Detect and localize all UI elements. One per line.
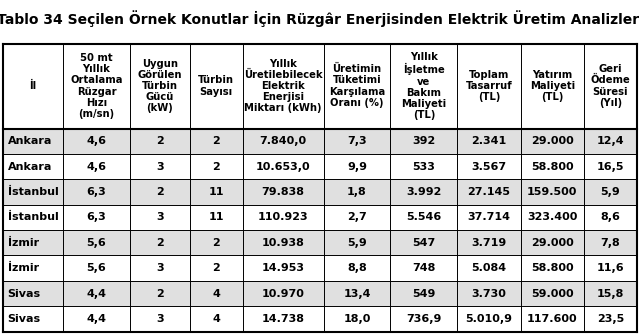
Text: Geri
Ödeme
Süresi
(Yıl): Geri Ödeme Süresi (Yıl) <box>591 64 630 108</box>
Bar <box>3 256 637 281</box>
Text: 2: 2 <box>212 136 220 146</box>
Text: 2: 2 <box>212 238 220 248</box>
Text: 5,9: 5,9 <box>600 187 620 197</box>
Text: 1,8: 1,8 <box>347 187 367 197</box>
Text: 14.738: 14.738 <box>262 314 305 324</box>
Text: 79.838: 79.838 <box>262 187 305 197</box>
Text: 2: 2 <box>212 161 220 172</box>
Text: 7,8: 7,8 <box>600 238 620 248</box>
Text: 5.010,9: 5.010,9 <box>465 314 513 324</box>
Text: 2: 2 <box>212 263 220 273</box>
Text: 58.800: 58.800 <box>531 263 573 273</box>
Text: 8,6: 8,6 <box>600 212 620 222</box>
Text: 6,3: 6,3 <box>86 212 106 222</box>
Text: 5.546: 5.546 <box>406 212 442 222</box>
Text: 29.000: 29.000 <box>531 136 573 146</box>
Text: 533: 533 <box>412 161 435 172</box>
Text: 4: 4 <box>212 314 220 324</box>
Bar <box>3 205 637 230</box>
Bar <box>3 179 637 205</box>
Bar <box>3 306 637 332</box>
Text: 110.923: 110.923 <box>258 212 308 222</box>
Text: 5,9: 5,9 <box>347 238 367 248</box>
Text: Yıllık
İşletme
ve
Bakım
Maliyeti
(TL): Yıllık İşletme ve Bakım Maliyeti (TL) <box>401 52 447 120</box>
Text: 547: 547 <box>412 238 435 248</box>
Text: Toplam
Tasarruf
(TL): Toplam Tasarruf (TL) <box>465 70 513 102</box>
Text: 736,9: 736,9 <box>406 314 442 324</box>
Text: 10.938: 10.938 <box>262 238 305 248</box>
Text: 8,8: 8,8 <box>347 263 367 273</box>
Text: 7,3: 7,3 <box>347 136 367 146</box>
Text: 392: 392 <box>412 136 435 146</box>
Text: İstanbul: İstanbul <box>8 187 58 197</box>
Text: 3: 3 <box>156 212 164 222</box>
Bar <box>3 230 637 256</box>
Text: 11: 11 <box>209 187 224 197</box>
Text: Yıllık
Üretilebilecek
Elektrik
Enerjisi
Miktarı (kWh): Yıllık Üretilebilecek Elektrik Enerjisi … <box>244 59 323 114</box>
Text: Sivas: Sivas <box>8 314 41 324</box>
Text: 9,9: 9,9 <box>347 161 367 172</box>
Text: 3: 3 <box>156 161 164 172</box>
Text: 10.653,0: 10.653,0 <box>256 161 310 172</box>
Text: 11: 11 <box>209 212 224 222</box>
Text: 16,5: 16,5 <box>596 161 624 172</box>
Text: 748: 748 <box>412 263 436 273</box>
Text: 12,4: 12,4 <box>596 136 624 146</box>
Text: 18,0: 18,0 <box>343 314 371 324</box>
Text: 11,6: 11,6 <box>596 263 624 273</box>
Bar <box>3 154 637 179</box>
Text: 23,5: 23,5 <box>596 314 624 324</box>
Text: 117.600: 117.600 <box>527 314 578 324</box>
Text: 6,3: 6,3 <box>86 187 106 197</box>
Text: 4,6: 4,6 <box>86 136 106 146</box>
Text: 4: 4 <box>212 288 220 298</box>
Text: 3.719: 3.719 <box>471 238 507 248</box>
Text: 5.084: 5.084 <box>472 263 506 273</box>
Text: Üretimin
Tüketimi
Karşılama
Oranı (%): Üretimin Tüketimi Karşılama Oranı (%) <box>329 64 385 108</box>
Text: 10.970: 10.970 <box>262 288 305 298</box>
Text: 58.800: 58.800 <box>531 161 573 172</box>
Text: 323.400: 323.400 <box>527 212 577 222</box>
Text: 3.992: 3.992 <box>406 187 442 197</box>
Text: 2: 2 <box>156 288 164 298</box>
Text: 3: 3 <box>156 314 164 324</box>
Text: 549: 549 <box>412 288 436 298</box>
Text: Tablo 34 Seçilen Örnek Konutlar İçin Rüzgâr Enerjisinden Elektrik Üretim Analizl: Tablo 34 Seçilen Örnek Konutlar İçin Rüz… <box>0 10 640 27</box>
Text: 59.000: 59.000 <box>531 288 573 298</box>
Text: Ankara: Ankara <box>8 161 52 172</box>
Text: Uygun
Görülen
Türbin
Gücü
(kW): Uygun Görülen Türbin Gücü (kW) <box>138 59 182 114</box>
Text: 14.953: 14.953 <box>262 263 305 273</box>
Text: 5,6: 5,6 <box>86 238 106 248</box>
Text: 4,4: 4,4 <box>86 288 106 298</box>
Text: 50 mt
Yıllık
Ortalama
Rüzgar
Hızı
(m/sn): 50 mt Yıllık Ortalama Rüzgar Hızı (m/sn) <box>70 53 123 119</box>
Text: 3: 3 <box>156 263 164 273</box>
Text: 4,4: 4,4 <box>86 314 106 324</box>
Text: 4,6: 4,6 <box>86 161 106 172</box>
Text: 15,8: 15,8 <box>596 288 624 298</box>
Text: 3.730: 3.730 <box>472 288 506 298</box>
Text: 3.567: 3.567 <box>472 161 506 172</box>
Text: 27.145: 27.145 <box>467 187 511 197</box>
Text: İzmir: İzmir <box>8 238 39 248</box>
Text: 29.000: 29.000 <box>531 238 573 248</box>
Text: 13,4: 13,4 <box>343 288 371 298</box>
Text: Sivas: Sivas <box>8 288 41 298</box>
Text: Ankara: Ankara <box>8 136 52 146</box>
Text: İstanbul: İstanbul <box>8 212 58 222</box>
Text: 7.840,0: 7.840,0 <box>259 136 307 146</box>
Text: İl: İl <box>29 81 36 91</box>
Text: 2: 2 <box>156 238 164 248</box>
Bar <box>3 281 637 306</box>
Text: 2: 2 <box>156 136 164 146</box>
Text: İzmir: İzmir <box>8 263 39 273</box>
Text: 159.500: 159.500 <box>527 187 577 197</box>
Text: 2.341: 2.341 <box>471 136 507 146</box>
Text: Yatırım
Maliyeti
(TL): Yatırım Maliyeti (TL) <box>530 70 575 102</box>
Text: 2,7: 2,7 <box>347 212 367 222</box>
Text: Türbin
Sayısı: Türbin Sayısı <box>198 75 234 96</box>
Text: 37.714: 37.714 <box>467 212 511 222</box>
Bar <box>3 129 637 154</box>
Text: 5,6: 5,6 <box>86 263 106 273</box>
Text: 2: 2 <box>156 187 164 197</box>
